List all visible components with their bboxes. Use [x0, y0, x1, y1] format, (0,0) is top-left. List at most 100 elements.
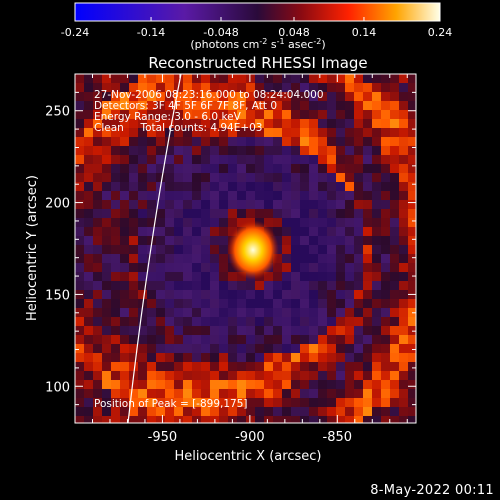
heatmap-cell — [93, 245, 103, 255]
heatmap-cell — [84, 263, 94, 273]
heatmap-cell — [327, 380, 337, 390]
heatmap-cell — [138, 398, 148, 408]
heatmap-cell — [363, 398, 373, 408]
heatmap-cell — [372, 317, 382, 327]
heatmap-cell — [174, 209, 184, 219]
heatmap-cell — [174, 236, 184, 246]
heatmap-cell — [192, 326, 202, 336]
heatmap-cell — [345, 119, 355, 129]
heatmap-cell — [336, 254, 346, 264]
heatmap-cell — [165, 353, 175, 363]
heatmap-cell — [318, 281, 328, 291]
heatmap-cell — [408, 218, 416, 228]
heatmap-cell — [390, 335, 400, 345]
heatmap-cell — [93, 101, 103, 111]
heatmap-cell — [273, 182, 283, 192]
heatmap-cell — [300, 254, 310, 264]
heatmap-cell — [309, 137, 319, 147]
heatmap-cell — [156, 92, 166, 102]
heatmap-cell — [129, 380, 139, 390]
heatmap-cell — [408, 209, 416, 219]
heatmap-cell — [264, 371, 274, 381]
heatmap-cell — [237, 299, 247, 309]
heatmap-cell — [282, 164, 292, 174]
heatmap-cell — [318, 308, 328, 318]
heatmap-cell — [129, 209, 139, 219]
heatmap-cell — [174, 290, 184, 300]
heatmap-cell — [390, 218, 400, 228]
heatmap-cell — [138, 335, 148, 345]
heatmap-cell — [165, 218, 175, 228]
heatmap-cell — [219, 74, 229, 84]
heatmap-cell — [318, 128, 328, 138]
heatmap-cell — [300, 335, 310, 345]
heatmap-cell — [111, 371, 121, 381]
heatmap-cell — [210, 200, 220, 210]
heatmap-cell — [84, 200, 94, 210]
heatmap-cell — [111, 308, 121, 318]
heatmap-cell — [183, 362, 193, 372]
heatmap-cell — [138, 317, 148, 327]
heatmap-cell — [120, 335, 130, 345]
heatmap-cell — [309, 389, 319, 399]
heatmap-cell — [327, 236, 337, 246]
heatmap-cell — [282, 308, 292, 318]
heatmap-cell — [102, 353, 112, 363]
heatmap-cell — [318, 209, 328, 219]
heatmap-cell — [183, 92, 193, 102]
heatmap-cell — [165, 281, 175, 291]
heatmap-cell — [192, 200, 202, 210]
heatmap-cell — [336, 209, 346, 219]
heatmap-cell — [345, 353, 355, 363]
heatmap-cell — [75, 254, 85, 264]
heatmap-cell — [399, 227, 409, 237]
heatmap-cell — [93, 254, 103, 264]
heatmap-cell — [318, 317, 328, 327]
heatmap-cell — [93, 362, 103, 372]
heatmap-cell — [192, 281, 202, 291]
heatmap-cell — [165, 290, 175, 300]
heatmap-cell — [372, 83, 382, 93]
heatmap-cell — [228, 281, 238, 291]
heatmap-cell — [156, 299, 166, 309]
heatmap-cell — [255, 137, 265, 147]
heatmap-cell — [192, 335, 202, 345]
heatmap-cell — [318, 416, 328, 423]
heatmap-cell — [408, 272, 416, 282]
heatmap-cell — [93, 371, 103, 381]
heatmap-cell — [75, 344, 85, 354]
heatmap-cell — [183, 416, 193, 423]
heatmap-cell — [165, 191, 175, 201]
heatmap-cell — [264, 407, 274, 417]
heatmap-cell — [291, 236, 301, 246]
heatmap-cell — [345, 272, 355, 282]
heatmap-cell — [273, 74, 283, 84]
heatmap-cell — [237, 146, 247, 156]
heatmap-cell — [120, 101, 130, 111]
heatmap-cell — [255, 416, 265, 423]
heatmap-cell — [390, 299, 400, 309]
heatmap-cell — [102, 362, 112, 372]
heatmap-cell — [372, 254, 382, 264]
heatmap-cell — [102, 155, 112, 165]
heatmap-cell — [282, 362, 292, 372]
heatmap-cell — [300, 119, 310, 129]
colorbar-tick-label: 0.14 — [352, 26, 377, 39]
heatmap-cell — [111, 344, 121, 354]
heatmap-cell — [111, 155, 121, 165]
heatmap-cell — [93, 326, 103, 336]
heatmap-cell — [165, 119, 175, 129]
heatmap-cell — [336, 74, 346, 84]
heatmap-cell — [75, 182, 85, 192]
heatmap-cell — [174, 317, 184, 327]
heatmap-cell — [138, 236, 148, 246]
heatmap-cell — [156, 416, 166, 423]
heatmap-cell — [354, 290, 364, 300]
heatmap-cell — [183, 389, 193, 399]
heatmap-cell — [147, 389, 157, 399]
heatmap-cell — [246, 299, 256, 309]
heatmap-cell — [264, 119, 274, 129]
heatmap-cell — [291, 128, 301, 138]
heatmap-cell — [156, 209, 166, 219]
heatmap-cell — [381, 182, 391, 192]
